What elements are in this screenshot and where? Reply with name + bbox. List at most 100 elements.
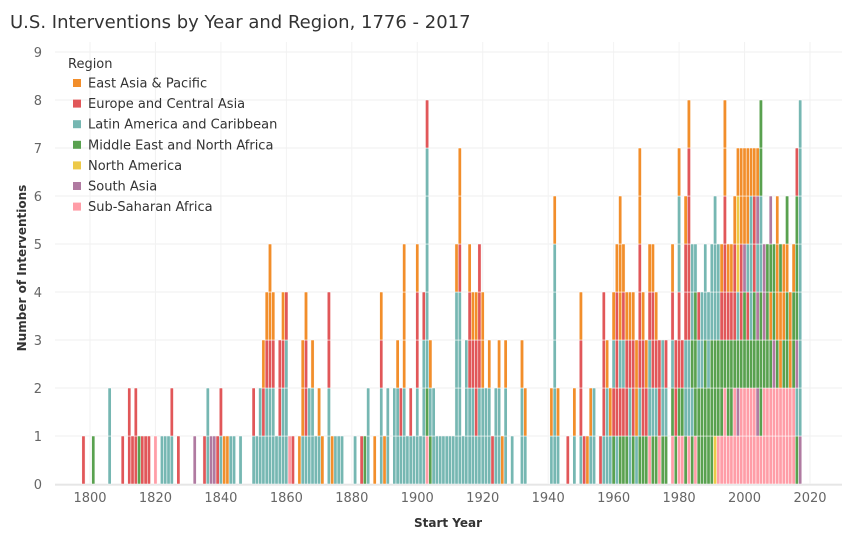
bar-segment [785, 291, 789, 341]
bar-segment [765, 339, 770, 389]
bar-segment [313, 435, 318, 485]
bar-segment [399, 387, 403, 437]
bar-segment [651, 243, 655, 293]
bar-segment [611, 339, 616, 389]
bar-segment [785, 387, 789, 437]
bar-segment [762, 291, 767, 341]
bar-segment [795, 387, 799, 437]
bar-segment [628, 435, 632, 485]
bar-segment [127, 387, 132, 437]
bar-segment [706, 291, 711, 341]
bar-segment [467, 339, 472, 389]
bar-segment [601, 339, 606, 389]
bar-segment [310, 339, 315, 389]
bar-segment [739, 147, 744, 197]
bar-segment [353, 435, 357, 485]
x-tick-label: 1880 [335, 491, 368, 506]
bar-segment [700, 291, 704, 341]
bar-segment [467, 243, 472, 293]
bar-segment [680, 339, 685, 389]
bar-segment [615, 243, 619, 293]
bar-segment [277, 435, 282, 485]
bar-segment [739, 387, 744, 437]
bar-segment [467, 435, 472, 485]
bar-segment [120, 435, 125, 485]
bar-segment [788, 387, 793, 437]
bar-segment [484, 435, 488, 485]
bar-segment [503, 339, 508, 389]
bar-segment [503, 435, 508, 485]
bar-segment [228, 435, 233, 485]
bar-segment [765, 435, 770, 485]
bar-segment [752, 387, 757, 437]
bar-segment [611, 435, 616, 485]
bar-segment [703, 291, 708, 341]
bar-segment [723, 243, 727, 293]
bar-segment [415, 243, 420, 293]
bar-segment [477, 435, 482, 485]
bar-segment [425, 99, 429, 149]
bar-segment [673, 339, 678, 389]
bar-segment [300, 339, 305, 389]
bar-segment [379, 291, 384, 341]
bar-segment [775, 339, 780, 389]
bar-segment [651, 291, 655, 341]
bar-segment [654, 435, 659, 485]
bar-segment [683, 435, 688, 485]
bar-segment [264, 387, 269, 437]
bar-segment [745, 195, 750, 245]
bar-segment [284, 339, 289, 389]
bar-segment [762, 435, 767, 485]
bar-segment [745, 243, 750, 293]
bar-segment [785, 339, 789, 389]
bar-segment [785, 195, 789, 245]
bar-segment [169, 435, 174, 485]
bar-segment [219, 435, 223, 485]
bar-segment [742, 387, 747, 437]
bar-segment [425, 339, 429, 389]
bar-segment [402, 435, 407, 485]
bar-segment [428, 435, 433, 485]
bar-segment [637, 339, 642, 389]
bar-segment [673, 387, 678, 437]
bar-segment [791, 291, 796, 341]
x-tick-label: 1800 [73, 491, 106, 506]
bar-segment [641, 387, 645, 437]
bar-segment [687, 339, 691, 389]
bar-segment [408, 387, 413, 437]
bar-segment [615, 291, 619, 341]
bar-segment [745, 147, 750, 197]
bar-segment [471, 291, 475, 341]
bar-segment [454, 291, 459, 341]
bar-segment [552, 435, 557, 485]
bar-segment [693, 387, 698, 437]
bar-segment [300, 435, 305, 485]
bar-segment [379, 339, 384, 389]
bar-segment [327, 387, 331, 437]
bar-segment [421, 435, 426, 485]
bar-segment [687, 195, 691, 245]
bar-segment [205, 387, 210, 437]
legend-entry: South Asia [88, 180, 157, 195]
x-tick-label: 1840 [204, 491, 237, 506]
bar-segment [428, 339, 433, 389]
bar-segment [631, 339, 636, 389]
bar-segment [781, 435, 786, 485]
bar-segment [716, 243, 721, 293]
bar-segment [775, 195, 780, 245]
bar-segment [582, 435, 587, 485]
bar-segment [791, 387, 796, 437]
legend-swatch [73, 79, 81, 87]
bar-segment [713, 195, 717, 245]
bar-segment [487, 435, 492, 485]
bar-segment [798, 339, 803, 389]
bar-segment [379, 435, 384, 485]
bar-segment [798, 387, 803, 437]
bar-segment [425, 435, 429, 485]
bar-segment [723, 339, 727, 389]
bar-segment [457, 435, 462, 485]
y-tick-label: 9 [34, 46, 42, 61]
bar-segment [484, 387, 488, 437]
bar-segment [641, 435, 645, 485]
bar-segment [232, 435, 236, 485]
